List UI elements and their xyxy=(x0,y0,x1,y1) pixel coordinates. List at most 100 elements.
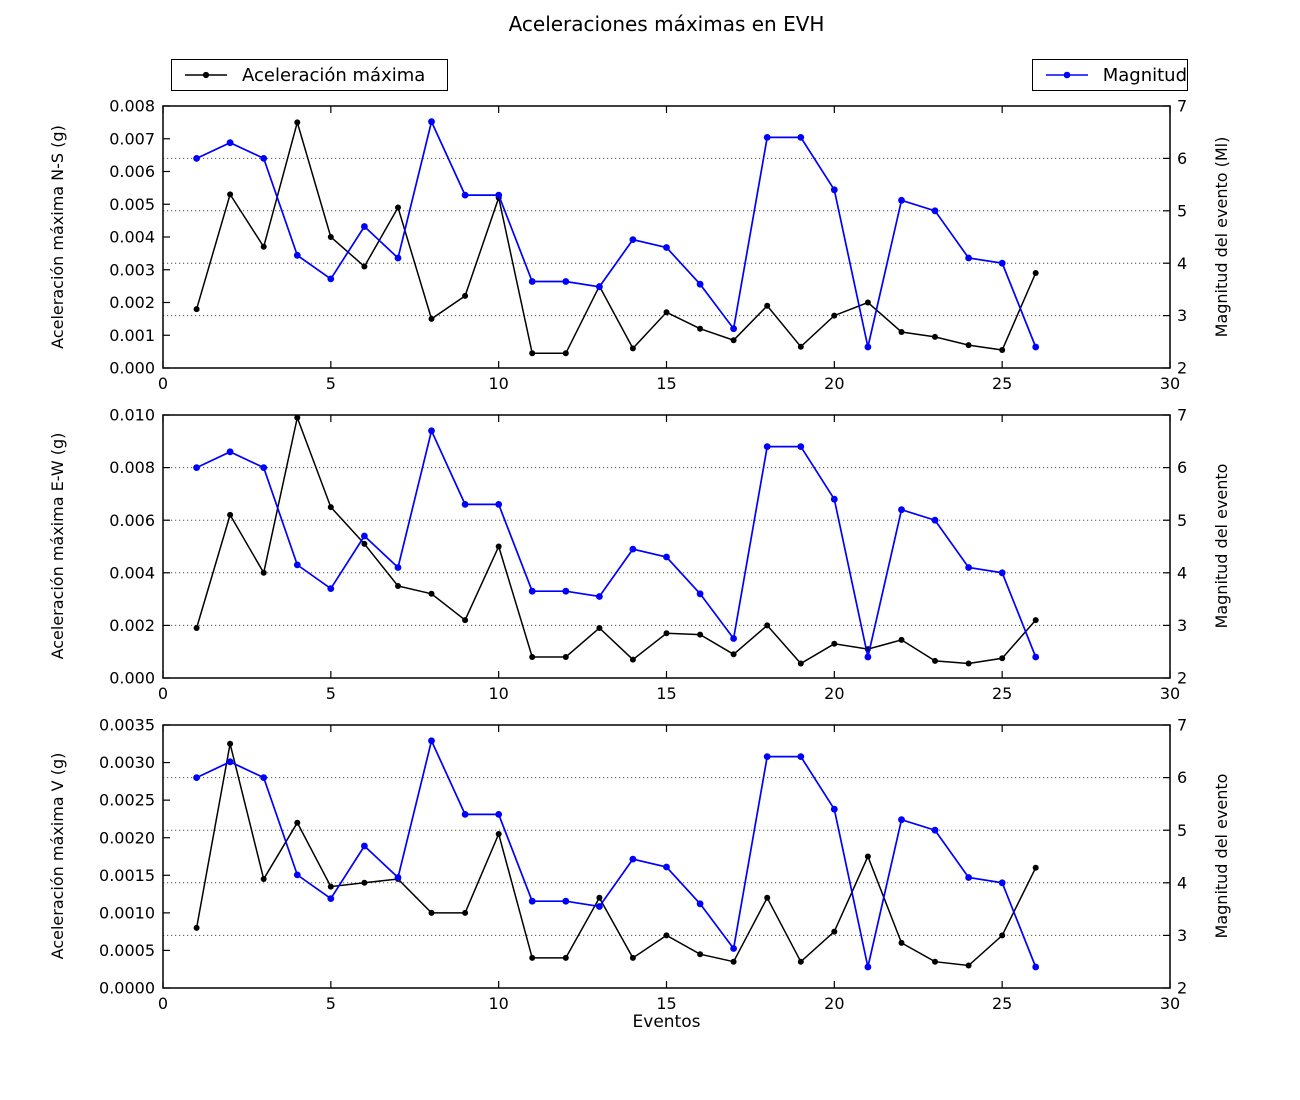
data-point xyxy=(529,654,536,660)
data-point xyxy=(1032,617,1039,624)
data-point xyxy=(495,191,503,199)
y-tick-label-right: 4 xyxy=(1177,873,1187,892)
data-point xyxy=(629,954,636,961)
y-tick-label-right: 2 xyxy=(1177,359,1187,378)
data-point xyxy=(226,139,234,147)
data-point xyxy=(763,753,771,760)
legend-magnitude-label: Magnitud xyxy=(1102,64,1187,86)
data-point xyxy=(898,816,905,824)
data-point xyxy=(361,263,368,270)
data-point xyxy=(361,842,368,850)
x-tick-label: 20 xyxy=(824,684,844,703)
data-point xyxy=(730,958,737,965)
data-point xyxy=(629,236,637,244)
data-point xyxy=(361,223,368,230)
legend-marker-sample xyxy=(202,71,210,79)
data-point xyxy=(764,302,771,309)
data-point xyxy=(998,569,1006,577)
y-tick-label-right: 7 xyxy=(1177,97,1187,116)
data-point xyxy=(462,909,469,916)
x-tick-label: 0 xyxy=(158,374,168,393)
series-line xyxy=(195,119,1037,355)
y-tick-label-left: 0.000 xyxy=(109,359,155,378)
data-point xyxy=(428,909,435,916)
y-tick-label-left: 0.007 xyxy=(109,129,155,148)
data-point xyxy=(1032,653,1040,661)
y-tick-label-left: 0.008 xyxy=(109,97,155,116)
data-point xyxy=(931,516,939,524)
series-line xyxy=(196,428,1037,658)
data-point xyxy=(394,564,402,571)
y-tick-label-right: 6 xyxy=(1177,149,1187,168)
data-point xyxy=(999,932,1006,939)
data-point xyxy=(898,196,905,204)
x-tick-label: 5 xyxy=(326,374,336,393)
data-point xyxy=(529,350,536,357)
y-tick-label-left: 0.002 xyxy=(109,616,155,635)
y-tick-label-left: 0.002 xyxy=(109,293,155,312)
y-tick-label-left: 0.006 xyxy=(109,162,155,181)
y-tick-label-left: 0.0010 xyxy=(99,903,155,922)
data-point xyxy=(361,532,368,540)
data-point xyxy=(562,897,570,905)
y-tick-label-left: 0.0015 xyxy=(99,866,155,885)
data-point xyxy=(260,464,268,471)
data-point xyxy=(596,593,603,600)
data-point xyxy=(294,819,301,826)
data-point xyxy=(629,855,637,863)
data-point xyxy=(998,259,1006,267)
data-point xyxy=(562,954,569,961)
data-point xyxy=(730,635,737,642)
data-point xyxy=(1032,864,1039,871)
data-point xyxy=(260,876,267,882)
y-tick-label-right: 3 xyxy=(1177,306,1187,325)
data-point xyxy=(763,443,771,450)
data-point xyxy=(428,737,435,745)
data-point xyxy=(629,545,637,553)
y-tick-label-left: 0.006 xyxy=(109,511,155,530)
data-point xyxy=(226,758,234,766)
y-tick-label-right: 4 xyxy=(1177,563,1187,582)
data-point xyxy=(730,945,737,952)
data-point xyxy=(327,234,334,240)
data-point xyxy=(193,924,200,931)
data-point xyxy=(226,448,234,456)
data-point xyxy=(562,350,569,357)
data-point xyxy=(528,278,536,285)
data-point xyxy=(327,895,335,902)
data-point xyxy=(293,871,301,879)
data-point xyxy=(932,958,938,965)
data-point xyxy=(361,540,368,547)
data-point xyxy=(596,903,603,910)
data-point xyxy=(696,280,704,288)
data-point xyxy=(931,826,939,834)
y-tick-label-right: 3 xyxy=(1177,926,1187,945)
y-tick-label-right: 5 xyxy=(1177,821,1187,840)
data-point xyxy=(294,414,301,421)
y-axis-title-v: Aceleración máxima V (g) xyxy=(48,752,67,960)
data-point xyxy=(529,954,536,961)
subplot-3: 0 5 10 15 20 25 300.00000.00050.00100.00150.00… xyxy=(99,716,1187,1013)
data-point xyxy=(663,863,670,871)
data-point xyxy=(462,292,469,299)
y-tick-label-left: 0.0000 xyxy=(99,979,155,998)
y-tick-label-left: 0.010 xyxy=(109,406,155,425)
data-point xyxy=(428,315,435,322)
data-point xyxy=(797,958,804,965)
data-point xyxy=(797,134,805,141)
data-point xyxy=(797,443,805,450)
y-tick-label-right: 7 xyxy=(1177,716,1187,735)
data-point xyxy=(965,342,972,349)
x-tick-label: 25 xyxy=(992,994,1012,1013)
data-point xyxy=(227,191,234,198)
y-tick-label-right: 7 xyxy=(1177,406,1187,425)
legend-acceleration-label: Aceleración máxima xyxy=(242,64,426,86)
data-point xyxy=(864,653,872,661)
y-tick-label-left: 0.0005 xyxy=(99,941,155,960)
data-point xyxy=(193,306,200,313)
y-tick-label-right: 2 xyxy=(1177,669,1187,688)
x-tick-label: 25 xyxy=(992,684,1012,703)
subplot-2: 0 5 10 15 20 25 300.0000.0020.0040.0060.0080.0… xyxy=(109,406,1187,703)
data-point xyxy=(797,753,805,760)
